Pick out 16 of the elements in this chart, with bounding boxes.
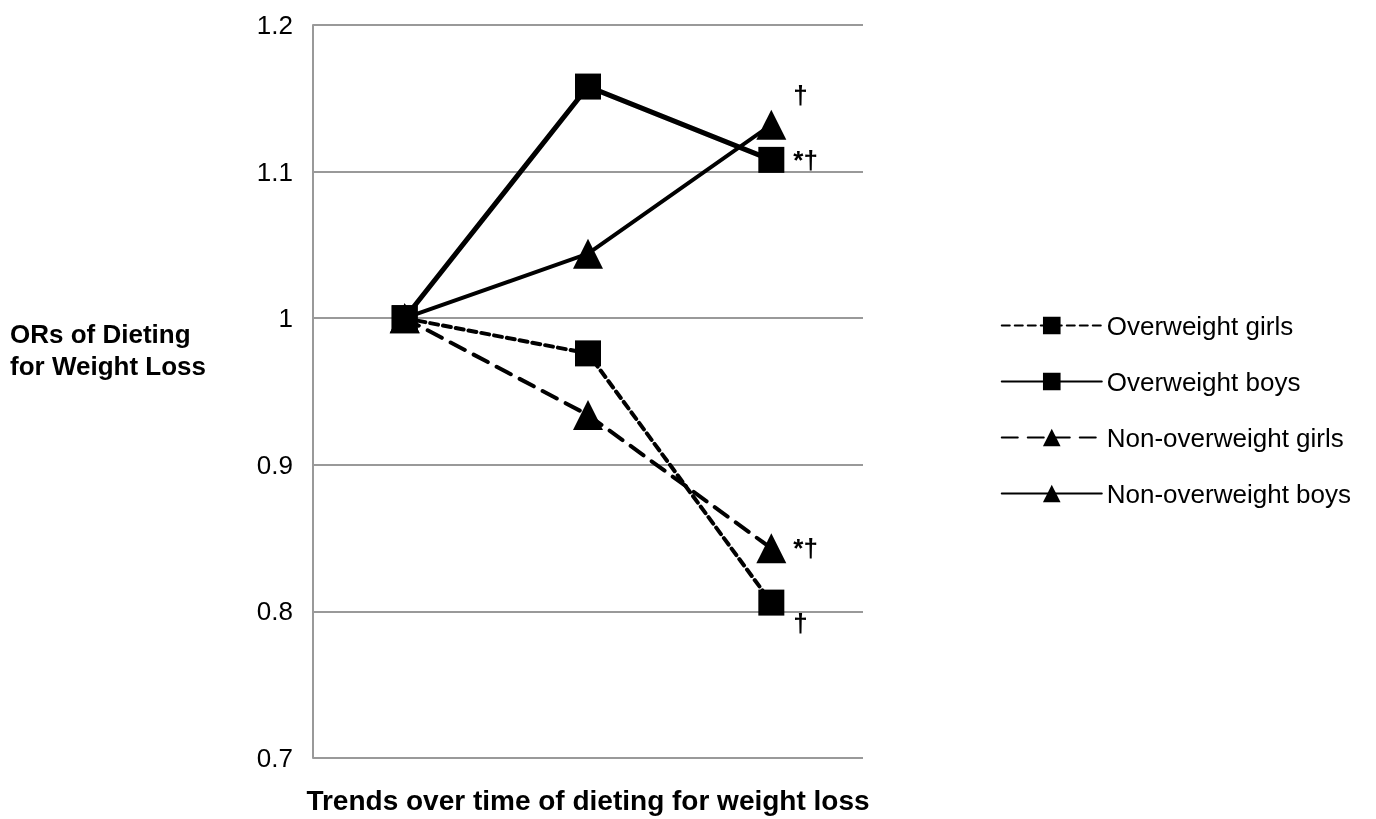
annotation: *† [793,533,818,564]
legend-label: Overweight girls [1106,310,1294,341]
y-tick-label: 1.1 [256,156,293,187]
y-tick-label: 0.7 [256,743,293,773]
y-axis-title: ORs of Dieting for Weight Loss [10,319,206,381]
y-tick-label: 1 [278,303,293,334]
annotation: † [793,79,808,110]
y-tick-label: 1.2 [256,10,293,40]
legend-label: Non-overweight boys [1106,478,1351,509]
legend-label: Non-overweight girls [1106,422,1344,453]
annotation: † [793,607,808,638]
annotation: *† [793,144,818,175]
legend-label: Overweight boys [1106,366,1301,397]
x-axis-title: Trends over time of dieting for weight loss [306,784,870,816]
y-tick-label: 0.8 [256,596,293,627]
y-tick-label: 0.9 [256,449,293,480]
